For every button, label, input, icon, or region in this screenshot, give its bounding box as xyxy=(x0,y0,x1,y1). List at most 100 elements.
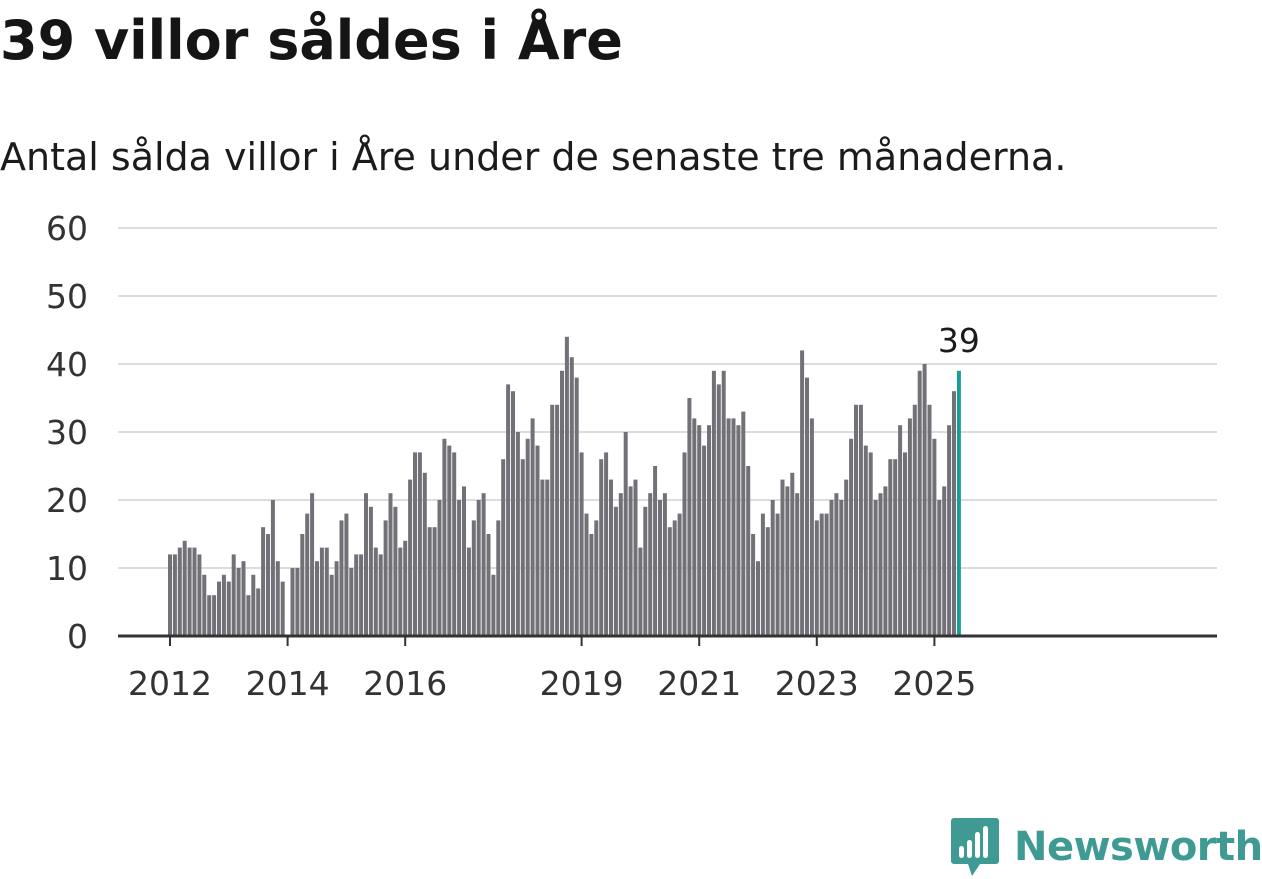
bar xyxy=(658,500,662,636)
annotations: 39 xyxy=(938,321,980,360)
brand-logo: Newsworthy xyxy=(950,816,1262,878)
bar xyxy=(834,493,839,636)
bar xyxy=(319,547,324,636)
bar xyxy=(687,398,692,636)
y-tick-label: 10 xyxy=(46,549,88,588)
bar xyxy=(506,384,511,636)
bar xyxy=(579,452,584,636)
bar xyxy=(751,534,756,636)
bar xyxy=(927,404,932,636)
bar xyxy=(604,452,609,636)
bar xyxy=(917,370,922,636)
bar xyxy=(172,554,177,636)
bar xyxy=(197,554,202,636)
bar xyxy=(569,357,574,636)
bar xyxy=(613,506,618,636)
x-tick-label: 2016 xyxy=(363,664,447,703)
bar xyxy=(344,513,349,636)
bar xyxy=(942,486,947,636)
bar xyxy=(373,547,378,636)
x-tick-label: 2012 xyxy=(128,664,212,703)
bar xyxy=(932,438,937,636)
bar xyxy=(520,459,525,636)
bar xyxy=(633,479,638,636)
bar xyxy=(417,452,422,636)
bar xyxy=(226,581,231,636)
bar xyxy=(187,547,192,636)
bar xyxy=(711,370,716,636)
x-tick-label: 2023 xyxy=(775,664,859,703)
bar xyxy=(354,554,359,636)
bar xyxy=(780,479,785,636)
bar xyxy=(854,404,858,636)
bar xyxy=(221,574,226,636)
bar xyxy=(844,479,849,636)
bar xyxy=(496,520,501,636)
bar xyxy=(452,452,457,636)
chart-title: 39 villor såldes i Åre xyxy=(0,9,623,72)
bar xyxy=(805,377,809,636)
bar xyxy=(442,438,447,636)
bar xyxy=(667,527,672,636)
bar xyxy=(849,438,854,636)
bar xyxy=(560,370,564,636)
bar xyxy=(589,534,594,636)
bar xyxy=(692,418,697,636)
bar xyxy=(231,554,236,636)
bar xyxy=(672,520,677,636)
bar xyxy=(863,445,868,636)
bar xyxy=(398,547,403,636)
bar xyxy=(814,520,819,636)
bar xyxy=(270,500,275,636)
bar xyxy=(746,466,751,636)
bar xyxy=(491,574,496,636)
bar xyxy=(555,404,560,636)
bar xyxy=(716,384,721,636)
bar xyxy=(707,425,711,636)
bar xyxy=(324,547,329,636)
bar xyxy=(775,513,780,636)
bar xyxy=(251,574,256,636)
bar-series xyxy=(168,336,961,636)
bar xyxy=(476,500,481,636)
bar xyxy=(623,432,628,636)
bar xyxy=(462,486,466,636)
bar xyxy=(364,493,368,636)
bar xyxy=(501,459,506,636)
bar xyxy=(447,445,452,636)
bar xyxy=(795,493,800,636)
bar xyxy=(177,547,182,636)
bar xyxy=(540,479,545,636)
bar xyxy=(564,336,569,636)
bar xyxy=(471,520,476,636)
bar xyxy=(653,466,658,636)
bar xyxy=(486,534,491,636)
bar xyxy=(858,404,863,636)
bar xyxy=(207,595,212,636)
bar xyxy=(368,506,373,636)
bar xyxy=(535,445,540,636)
bar xyxy=(888,459,893,636)
bar xyxy=(383,520,388,636)
y-tick-label: 40 xyxy=(46,345,88,384)
bar xyxy=(741,411,746,636)
bar xyxy=(829,500,834,636)
bar xyxy=(873,500,878,636)
bar xyxy=(824,513,829,636)
bar xyxy=(599,459,604,636)
bar xyxy=(618,493,623,636)
bar xyxy=(403,540,408,636)
bar xyxy=(912,404,917,636)
bar xyxy=(246,595,251,636)
x-axis: 2012 2014 2016 2019 2021 2023 2025 xyxy=(118,634,1217,703)
bar xyxy=(790,472,795,636)
bar xyxy=(883,486,888,636)
bar xyxy=(300,534,305,636)
bar xyxy=(756,561,760,636)
bar xyxy=(952,391,956,636)
bar xyxy=(378,554,383,636)
bar xyxy=(349,568,354,636)
bar xyxy=(315,561,319,636)
bar xyxy=(937,500,942,636)
grid-lines xyxy=(118,227,1217,569)
